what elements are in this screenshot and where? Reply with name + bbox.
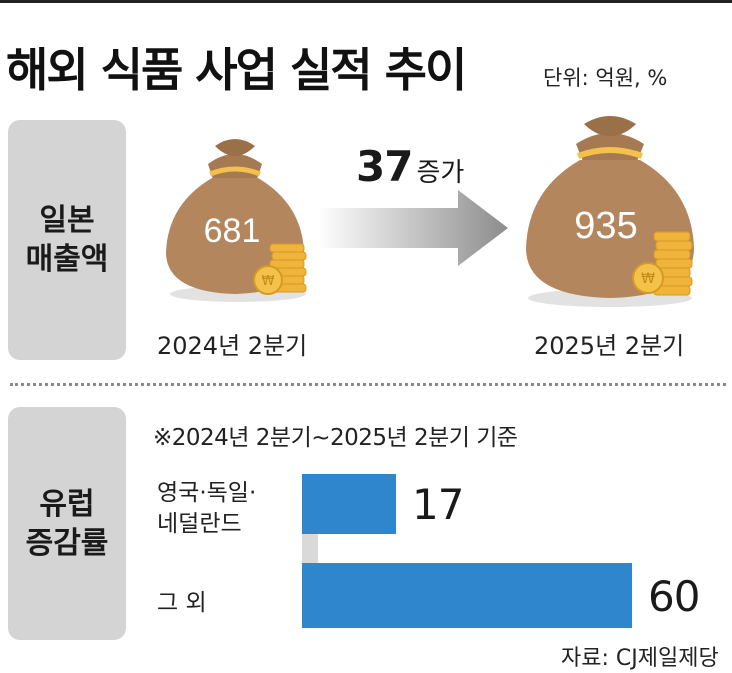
won-coin-icon: ₩ — [632, 262, 664, 294]
money-bag-2024: 681 ₩ — [166, 139, 307, 302]
basis-note: ※2024년 2분기~2025년 2분기 기준 — [153, 425, 518, 451]
won-coin-icon: ₩ — [253, 265, 283, 295]
bar-label-others: 그 외 — [157, 588, 207, 619]
section-divider — [10, 383, 726, 386]
bar-value-uk-germany-netherlands: 17 — [412, 480, 464, 529]
period-2024: 2024년 2분기 — [157, 332, 308, 360]
bag-value-2024: 681 — [204, 212, 261, 250]
source-note: 자료: CJ제일제당 — [561, 646, 719, 671]
svg-text:₩: ₩ — [262, 274, 275, 289]
bar-others — [302, 563, 632, 628]
increase-word: 증가 — [416, 158, 465, 188]
bar-uk-germany-netherlands — [302, 474, 396, 534]
increase-arrow — [318, 190, 508, 266]
europe-label-line1: 유럽 — [39, 486, 95, 522]
bar-label-line: 네덜란드 — [157, 511, 242, 538]
bar-label-line: 영국·독일· — [157, 480, 257, 506]
bar-value-others: 60 — [648, 572, 700, 621]
unit-note: 단위: 억원, % — [543, 66, 668, 90]
svg-text:₩: ₩ — [641, 271, 655, 287]
bar-label-line: 그 외 — [157, 590, 207, 616]
bag-knot — [584, 116, 636, 136]
chart-title: 해외 식품 사업 실적 추이 — [6, 43, 467, 97]
japan-label-line1: 일본 — [39, 203, 95, 238]
bag-rope — [209, 166, 261, 177]
bag-rope — [576, 147, 644, 159]
bag-knot — [215, 139, 255, 156]
increase-label: 37 증가 — [356, 142, 464, 191]
europe-label-line2: 증감률 — [25, 525, 109, 561]
europe-section-label: 유럽 증감률 — [8, 407, 126, 640]
japan-label-line2: 매출액 — [25, 242, 109, 277]
period-2025: 2025년 2분기 — [534, 332, 685, 360]
bar-label-uk-germany-netherlands: 영국·독일· 네덜란드 — [157, 478, 256, 540]
japan-section-label: 일본 매출액 — [8, 120, 126, 360]
top-rule — [0, 0, 732, 3]
bag-value-2025: 935 — [574, 205, 637, 247]
increase-value: 37 — [356, 142, 413, 191]
money-bag-2025: 935 ₩ — [526, 116, 694, 307]
